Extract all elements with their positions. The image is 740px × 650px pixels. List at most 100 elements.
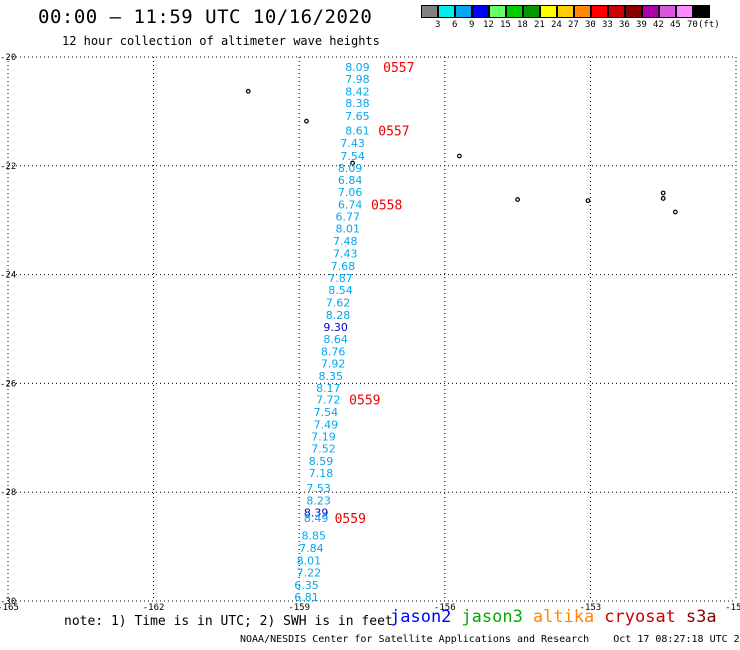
wave-height-value: 8.09 <box>338 162 363 175</box>
wave-height-value: 7.43 <box>340 137 365 150</box>
color-scale-label: 45 <box>670 20 681 30</box>
x-tick-label: -162 <box>143 603 165 613</box>
y-tick-label: -26 <box>0 379 16 389</box>
y-tick-label: -20 <box>0 53 16 63</box>
color-swatch <box>523 5 540 18</box>
wave-height-value: 8.54 <box>328 284 353 297</box>
pass-time-label: 0559 <box>335 512 366 527</box>
wave-height-value: 7.98 <box>345 73 370 86</box>
wave-height-value: 7.22 <box>297 567 322 580</box>
x-tick-label: -153 <box>580 603 602 613</box>
wave-height-value: 6.77 <box>335 210 360 223</box>
pass-time-label: 0557 <box>378 124 409 139</box>
color-swatch <box>421 5 438 18</box>
color-swatch <box>591 5 608 18</box>
wave-height-value: 7.52 <box>311 443 336 456</box>
y-tick-label: -30 <box>0 597 16 607</box>
wave-height-value: 7.19 <box>311 431 336 444</box>
color-swatch <box>693 5 710 18</box>
wave-height-value: 9.30 <box>323 321 348 334</box>
wave-height-value: 8.76 <box>321 345 346 358</box>
pass-time-label: 0557 <box>383 61 414 76</box>
wave-height-value: 8.01 <box>335 222 360 235</box>
color-swatch <box>540 5 557 18</box>
wave-height-value: 7.84 <box>299 542 324 555</box>
credit-source: NOAA/NESDIS Center for Satellite Applica… <box>240 634 590 645</box>
color-swatch <box>608 5 625 18</box>
color-swatch <box>438 5 455 18</box>
color-scale-label: 30 <box>585 20 596 30</box>
color-scale-label: 70 <box>687 20 698 30</box>
wave-height-value: 8.23 <box>306 494 331 507</box>
color-swatch <box>659 5 676 18</box>
satellite-legend-entry: cryosat <box>604 607 676 627</box>
footer-note: note: 1) Time is in UTC; 2) SWH is in fe… <box>64 614 393 629</box>
color-swatch <box>489 5 506 18</box>
color-swatch <box>625 5 642 18</box>
color-scale-legend: 3 6 9 12 15 18 21 24 27 30 33 36 39 42 45 70 (ft) <box>421 5 740 32</box>
wave-height-value: 7.49 <box>314 419 339 432</box>
wave-height-value: 8.61 <box>345 124 370 137</box>
color-swatch <box>574 5 591 18</box>
wave-height-value: 8.49 <box>304 512 329 525</box>
satellite-legend-entry: s3a <box>685 607 717 627</box>
color-scale-label: 33 <box>602 20 613 30</box>
wave-height-value: 7.62 <box>326 296 351 309</box>
island-outline <box>245 88 251 94</box>
color-scale-label: 24 <box>551 20 562 30</box>
wave-height-value: 7.48 <box>333 235 358 248</box>
color-swatch <box>455 5 472 18</box>
satellite-legend-entry: jason3 <box>461 607 523 627</box>
island-outline <box>456 153 462 159</box>
wave-height-value: 6.74 <box>338 198 363 211</box>
color-swatch <box>472 5 489 18</box>
satellite-legend-entry: altika <box>532 607 595 627</box>
wave-height-value: 8.38 <box>345 97 370 110</box>
wave-height-value: 7.18 <box>309 467 334 480</box>
wave-height-value: 8.39 <box>304 506 329 519</box>
wave-height-value: 8.85 <box>302 530 327 543</box>
wave-height-value: 8.42 <box>345 85 370 98</box>
wave-height-value: 7.72 <box>316 394 341 407</box>
color-swatch <box>557 5 574 18</box>
chart-subtitle: 12 hour collection of altimeter wave hei… <box>62 34 380 48</box>
wave-height-value: 6.81 <box>294 591 319 604</box>
wave-height-value: 7.43 <box>333 247 358 260</box>
color-scale-label: 36 <box>619 20 630 30</box>
wave-height-value: 7.54 <box>314 406 339 419</box>
wave-height-value: 6.84 <box>338 174 363 187</box>
pass-time-label: 0558 <box>371 198 402 213</box>
color-swatch <box>642 5 659 18</box>
color-scale-labels: 3 6 9 12 15 18 21 24 27 30 33 36 39 42 45 70 (ft) <box>421 18 740 32</box>
wave-height-value: 7.53 <box>306 482 331 495</box>
credit-timestamp: Oct 17 08:27:18 UTC 2020 <box>613 634 740 645</box>
island-outline <box>350 160 355 166</box>
color-scale-label: 15 <box>500 20 511 30</box>
color-scale-label: 39 <box>636 20 647 30</box>
wave-height-value: 7.92 <box>321 357 346 370</box>
color-scale-label: 21 <box>534 20 545 30</box>
color-swatch <box>506 5 523 18</box>
wave-height-value: 8.01 <box>297 555 322 568</box>
wave-height-value: 8.35 <box>318 370 343 383</box>
pass-time-label: 0559 <box>349 394 380 409</box>
island-outline <box>304 118 309 124</box>
wave-height-value: 8.28 <box>326 309 351 322</box>
island-outline <box>660 196 666 201</box>
wave-height-value: 7.87 <box>328 272 353 285</box>
color-scale-label: 3 <box>435 20 441 30</box>
wave-height-value: 7.65 <box>345 110 370 123</box>
color-swatches <box>421 5 740 18</box>
island-outline <box>585 198 591 204</box>
wave-height-value: 6.35 <box>294 579 319 592</box>
island-outline <box>660 190 666 196</box>
chart-title: 00:00 – 11:59 UTC 10/16/2020 <box>38 6 373 28</box>
x-tick-label: -156 <box>434 603 456 613</box>
color-scale-label: 9 <box>469 20 475 30</box>
wave-height-value: 7.68 <box>331 260 356 273</box>
color-swatch <box>676 5 693 18</box>
color-scale-label: 42 <box>653 20 664 30</box>
color-scale-label: 6 <box>452 20 458 30</box>
credit-line: NOAA/NESDIS Center for Satellite Applica… <box>240 634 740 645</box>
